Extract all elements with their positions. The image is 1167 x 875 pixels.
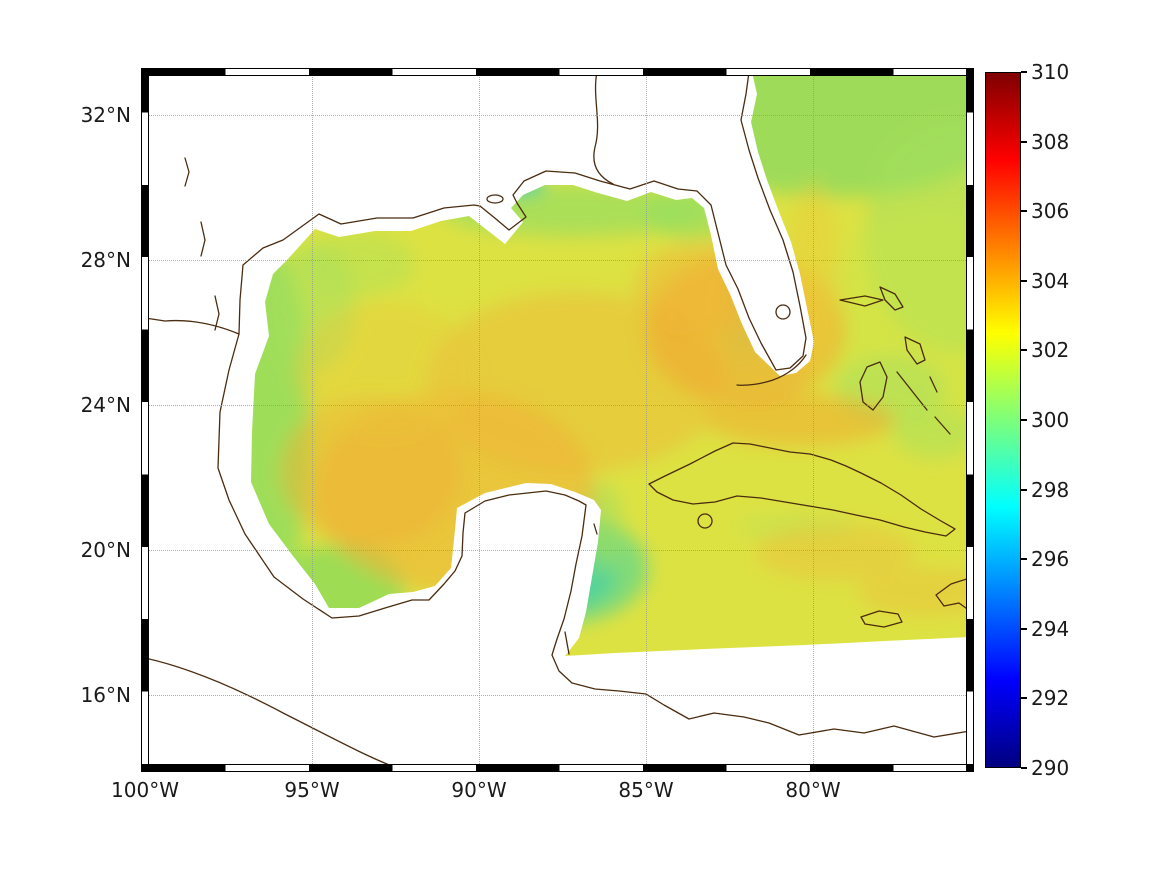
- andros-coastline: [859, 361, 888, 411]
- x-tick-label: 90°W: [451, 778, 507, 802]
- gridline-lon: [813, 72, 814, 768]
- colorbar-tick-label: 310: [1031, 60, 1070, 84]
- map-border-bottom: [141, 764, 974, 772]
- map-axes: [141, 68, 974, 772]
- abaco-coastline: [879, 286, 904, 311]
- colorbar-tick-mark: [1021, 419, 1027, 421]
- texas-lagoon-2: [200, 221, 206, 257]
- y-tick-label: 24°N: [80, 393, 131, 418]
- texas-lagoon-3: [214, 295, 220, 331]
- florida-keys: [736, 354, 807, 386]
- colorbar-tick-label: 302: [1031, 338, 1070, 363]
- gridline-lat: [145, 549, 970, 551]
- map-border-left: [141, 68, 149, 772]
- cat-island: [929, 376, 938, 393]
- gridline-lat: [145, 694, 970, 696]
- colorbar-tick-label: 298: [1031, 477, 1070, 502]
- colorbar-tick-mark: [1021, 558, 1027, 561]
- isla-juventud-coastline: [697, 513, 713, 529]
- gridline-lon: [312, 72, 313, 768]
- gridline-lon: [479, 72, 480, 768]
- eleuthera-coastline: [904, 336, 926, 365]
- colorbar-tick-mark: [1021, 210, 1027, 213]
- colorbar-tick-label: 308: [1031, 129, 1070, 154]
- colorbar-tick-label: 296: [1031, 547, 1070, 572]
- cozumel-coastline: [593, 523, 598, 535]
- colorbar: [985, 72, 1021, 768]
- y-tick-label: 20°N: [80, 537, 131, 562]
- cuba-coastline: [648, 442, 956, 537]
- sst-map-canvas: [145, 72, 970, 768]
- colorbar-tick-label: 294: [1031, 616, 1070, 641]
- pacific-mexico-coastline: [145, 657, 398, 768]
- colorbar-tick-mark: [1021, 627, 1027, 630]
- jamaica-coastline: [860, 610, 903, 628]
- colorbar-tick-mark: [1021, 349, 1027, 352]
- exuma-chain: [896, 371, 928, 411]
- gridline-lat: [145, 115, 970, 117]
- colorbar-tick-label: 292: [1031, 686, 1070, 711]
- y-tick-label: 32°N: [80, 103, 131, 128]
- river-apalachicola: [593, 72, 614, 185]
- x-tick-label: 80°W: [785, 778, 841, 802]
- colorbar-tick-label: 304: [1031, 268, 1070, 293]
- map-border-right: [966, 68, 974, 772]
- mainland-coastline: [217, 72, 970, 738]
- y-tick-label: 28°N: [80, 248, 131, 273]
- texas-lagoon-1: [184, 157, 190, 187]
- y-tick-label: 16°N: [80, 682, 131, 707]
- colorbar-tick-label: 306: [1031, 199, 1070, 224]
- x-tick-label: 95°W: [284, 778, 340, 802]
- x-tick-label: 100°W: [111, 778, 179, 802]
- gridline-lat: [145, 405, 970, 407]
- colorbar-tick-label: 290: [1031, 756, 1070, 780]
- hispaniola-coastline: [935, 577, 970, 612]
- gridline-lat: [145, 260, 970, 262]
- colorbar-tick-mark: [1021, 488, 1027, 491]
- lake-pontchartrain: [486, 194, 504, 204]
- colorbar-tick-mark: [1021, 279, 1027, 282]
- belize-reef: [564, 631, 570, 655]
- colorbar-tick-mark: [1021, 71, 1027, 73]
- gridline-lon: [646, 72, 647, 768]
- land-no-data-mask: [145, 72, 970, 768]
- colorbar-tick-label: 300: [1031, 408, 1070, 432]
- colorbar-tick-mark: [1021, 767, 1027, 769]
- long-island-bahamas: [934, 416, 951, 435]
- colorbar-tick-mark: [1021, 140, 1027, 143]
- coastlines: [145, 72, 970, 768]
- colorbar-tick-mark: [1021, 697, 1027, 700]
- lake-okeechobee: [775, 304, 791, 320]
- map-border-top: [141, 68, 974, 76]
- river-rio-grande: [145, 317, 240, 335]
- grand-bahama-coastline: [839, 295, 884, 307]
- x-tick-label: 85°W: [618, 778, 674, 802]
